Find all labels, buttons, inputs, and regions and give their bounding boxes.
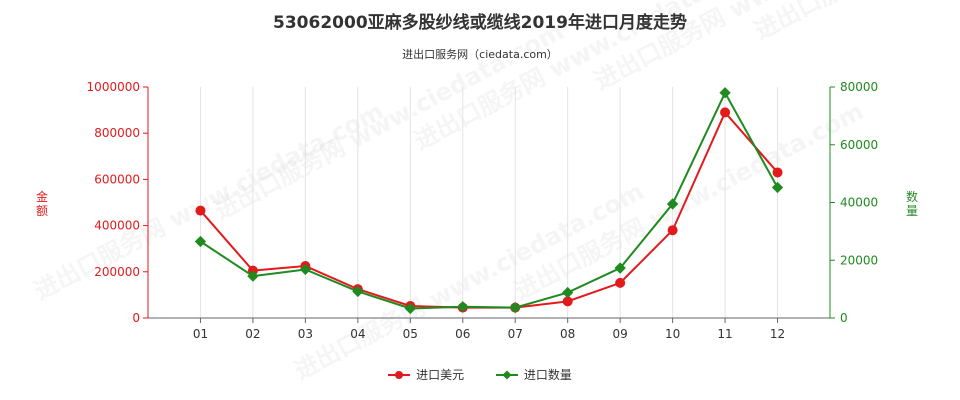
legend: 进口美元 进口数量 [0, 366, 960, 383]
x-tick-label: 07 [508, 327, 523, 341]
x-tick-label: 05 [403, 327, 418, 341]
data-point-amount[interactable] [667, 225, 678, 236]
y-left-tick-label: 400000 [94, 219, 140, 233]
data-point-quantity[interactable] [247, 270, 259, 282]
x-tick-label: 09 [613, 327, 628, 341]
y-left-tick-label: 0 [132, 311, 140, 325]
data-point-quantity[interactable] [719, 87, 731, 99]
x-tick-label: 11 [717, 327, 732, 341]
legend-item-amount[interactable]: 进口美元 [388, 366, 464, 383]
y-left-tick-label: 1000000 [87, 80, 140, 94]
x-tick-label: 12 [770, 327, 785, 341]
series-line-quantity [199, 90, 779, 310]
watermark-text: 进出口服务网 www.ciedata.com [510, 97, 868, 305]
y-right-tick-label: 40000 [840, 196, 878, 210]
legend-item-quantity[interactable]: 进口数量 [495, 366, 572, 383]
legend-label-amount: 进口美元 [416, 368, 465, 382]
x-tick-label: 01 [193, 327, 208, 341]
x-tick-label: 08 [560, 327, 575, 341]
data-point-amount[interactable] [720, 107, 731, 118]
y-left-tick-label: 200000 [94, 265, 140, 279]
x-tick-label: 02 [245, 327, 260, 341]
y-axis-left-label: 金额 [36, 190, 49, 218]
y-axis-right-label: 数量 [906, 190, 919, 218]
y-right-tick-label: 20000 [840, 253, 878, 267]
legend-label-quantity: 进口数量 [523, 368, 572, 382]
data-point-amount[interactable] [615, 277, 626, 288]
data-point-quantity[interactable] [194, 235, 207, 248]
data-point-quantity[interactable] [509, 301, 521, 314]
x-tick-label: 03 [298, 327, 313, 341]
data-point-quantity[interactable] [457, 301, 469, 313]
x-tick-label: 04 [350, 327, 365, 341]
legend-swatch-amount [388, 370, 411, 380]
series [194, 87, 784, 315]
y-right-tick-label: 60000 [840, 138, 878, 152]
y-left-tick-label: 800000 [94, 126, 140, 140]
data-point-quantity[interactable] [562, 286, 574, 299]
x-tick-label: 10 [665, 327, 680, 341]
data-point-quantity[interactable] [614, 262, 626, 274]
x-tick-label: 06 [455, 327, 470, 341]
data-point-amount[interactable] [195, 205, 206, 216]
data-point-quantity[interactable] [404, 302, 416, 315]
data-point-quantity[interactable] [666, 198, 679, 210]
axes: 0 200000 400000 600000 800000 1000000 0 20000 40… [87, 80, 879, 341]
y-right-tick-label: 0 [840, 311, 848, 325]
y-right-tick-label: 80000 [840, 80, 878, 94]
y-left-tick-label: 600000 [94, 172, 140, 186]
chart-subtitle: 进出口服务网（ciedata.com） [402, 48, 558, 61]
data-point-quantity[interactable] [352, 285, 364, 298]
data-point-amount[interactable] [562, 296, 573, 307]
chart-title: 53062000亚麻多股纱线或缆线2019年进口月度走势 [273, 13, 687, 33]
legend-swatch-quantity [495, 369, 518, 380]
data-point-amount[interactable] [772, 167, 783, 178]
data-point-quantity[interactable] [299, 263, 312, 276]
data-point-quantity[interactable] [771, 181, 784, 194]
